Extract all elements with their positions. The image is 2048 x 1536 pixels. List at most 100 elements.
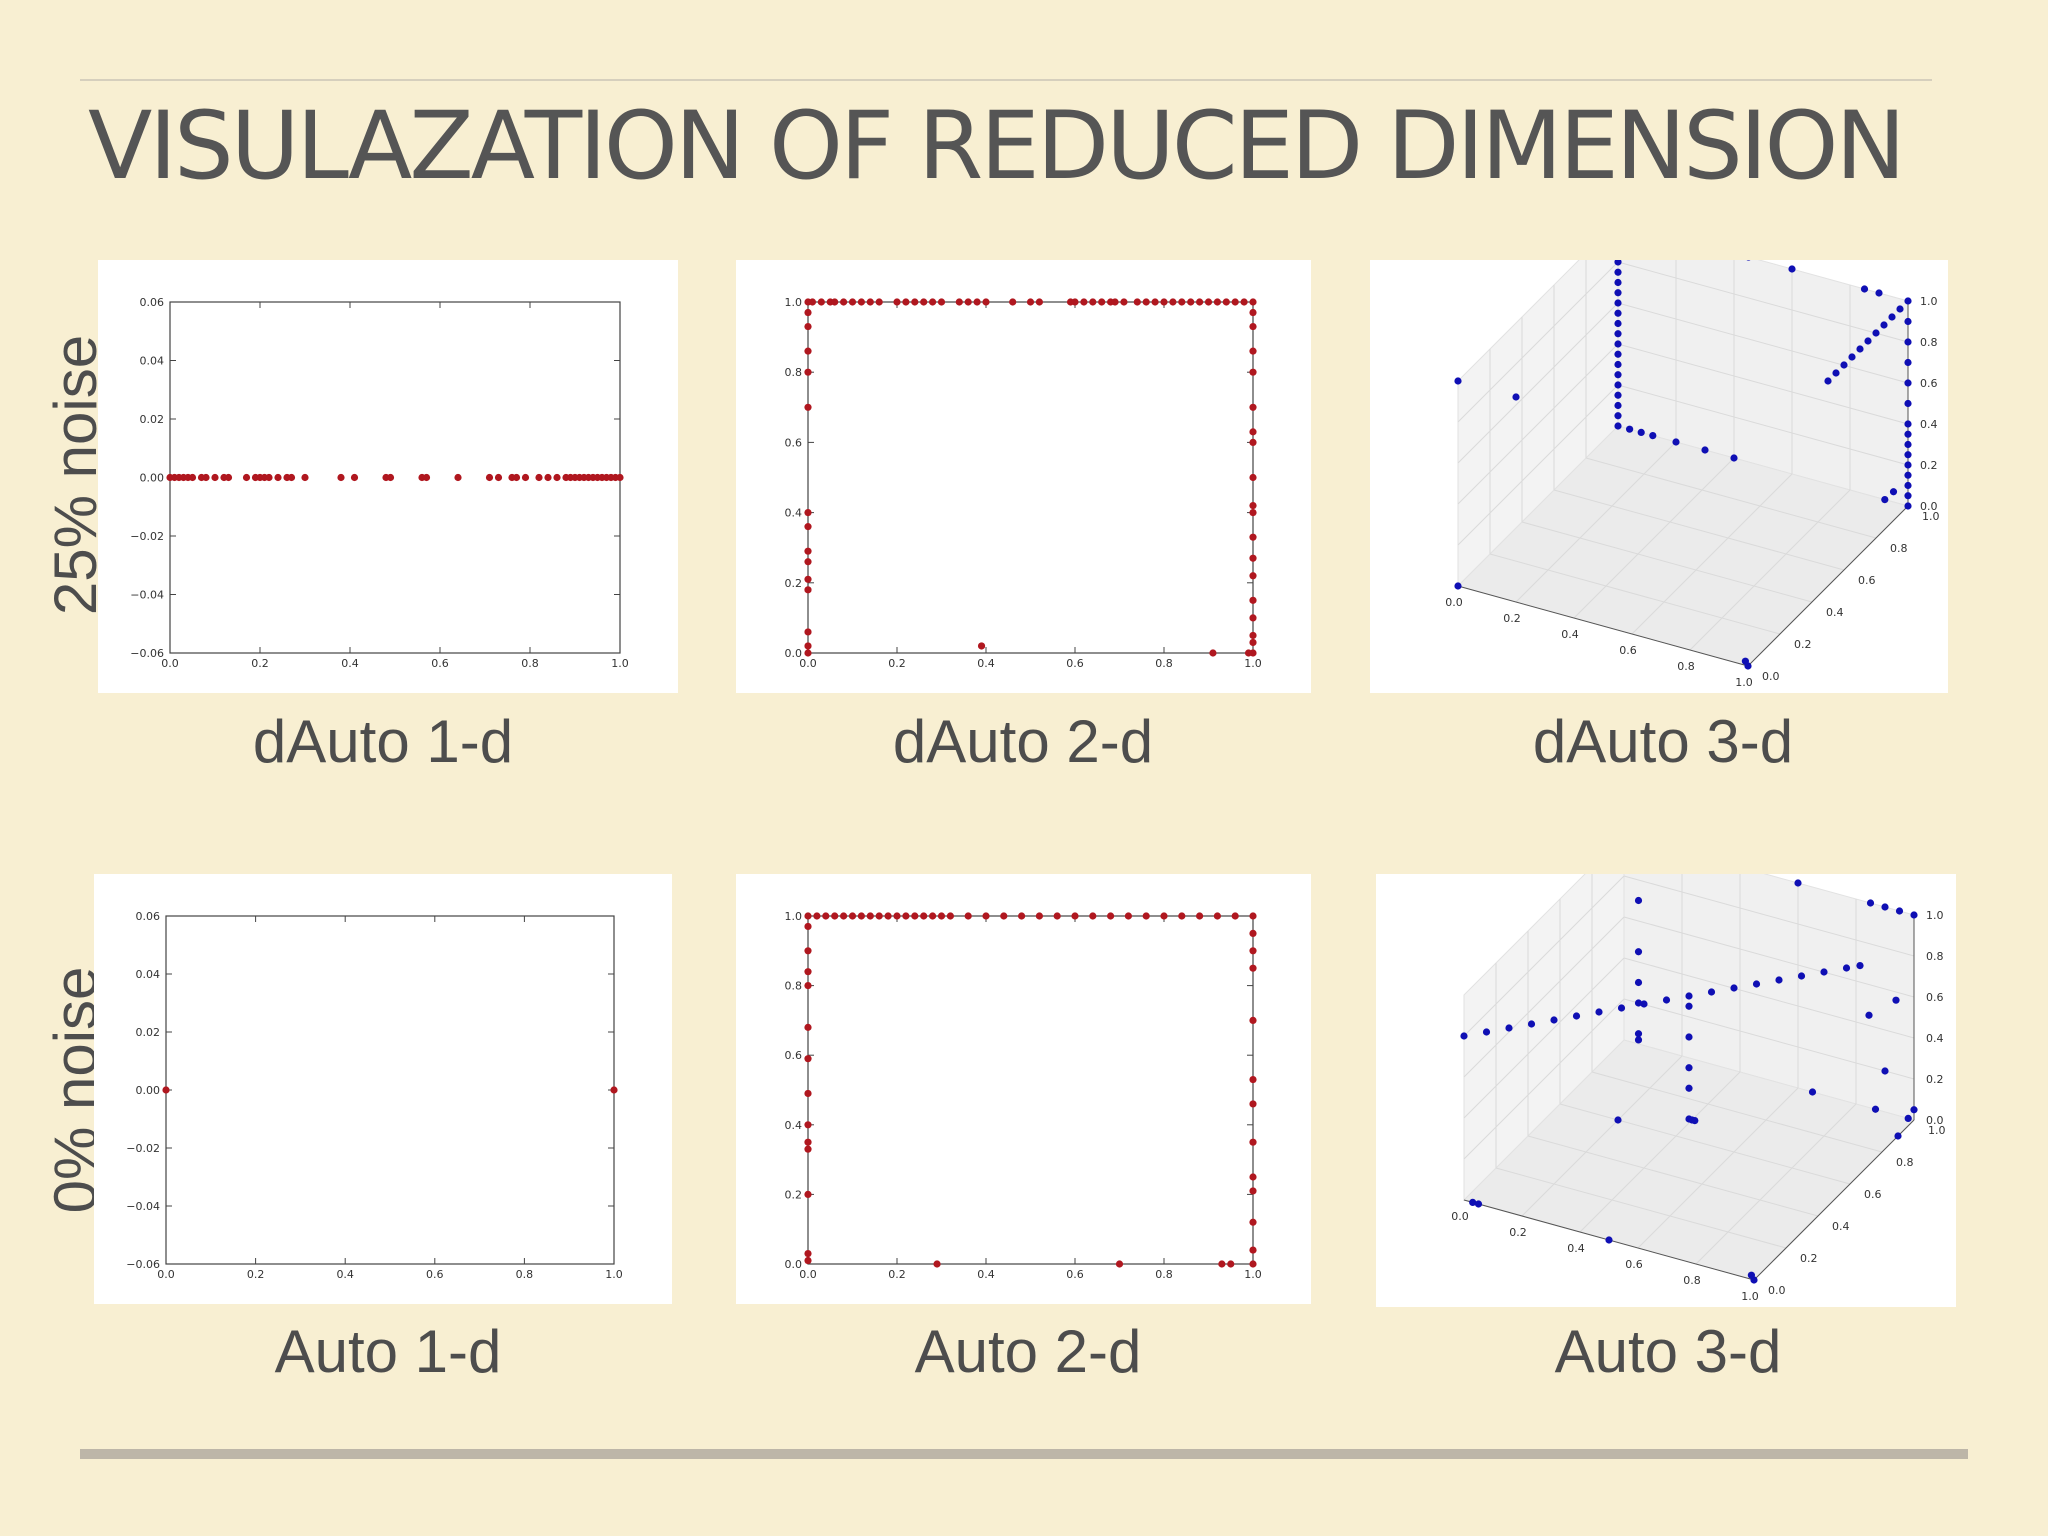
caption-auto-2d: Auto 2-d	[914, 1318, 1142, 1385]
data-point	[1904, 502, 1912, 510]
data-point	[1249, 572, 1257, 580]
data-point	[1894, 1132, 1902, 1140]
data-point	[521, 473, 530, 482]
data-point	[1881, 1067, 1889, 1075]
y-axis	[1753, 1119, 1915, 1281]
data-point	[804, 1256, 812, 1265]
data-point	[1178, 298, 1186, 306]
x-tick-label: 0.6	[1625, 1258, 1643, 1271]
data-point	[1614, 340, 1622, 348]
x-tick-label: 0.2	[888, 1268, 906, 1281]
data-point	[1454, 582, 1462, 590]
y-tick-label: 0.6	[785, 1049, 803, 1062]
data-point	[242, 473, 251, 482]
data-point	[616, 473, 624, 482]
top-rule	[80, 79, 1932, 81]
data-point	[866, 298, 874, 306]
data-point	[1249, 501, 1257, 510]
data-point	[1018, 912, 1026, 920]
x-tick-label: 1.0	[611, 657, 629, 670]
data-point	[1904, 471, 1912, 479]
z-tick-label: 1.0	[1920, 295, 1938, 308]
data-point	[964, 912, 972, 920]
y-tick-label: −0.02	[126, 1142, 160, 1155]
z-tick-label: 0.8	[1920, 336, 1938, 349]
y-tick-label: 0.00	[136, 1084, 161, 1097]
caption-auto-3d: Auto 3-d	[1554, 1318, 1782, 1385]
x-tick-label: 0.6	[1066, 1268, 1084, 1281]
data-point	[902, 298, 910, 306]
plot-frame	[165, 915, 615, 1265]
x-tick-label: 0.4	[977, 1268, 995, 1281]
data-point	[1904, 317, 1912, 326]
data-point	[804, 1023, 812, 1031]
data-point	[973, 298, 981, 306]
data-point	[1842, 964, 1851, 972]
data-point	[1685, 992, 1693, 1000]
data-point	[337, 473, 345, 482]
data-point	[1881, 903, 1889, 911]
data-point	[1889, 488, 1898, 496]
data-point	[1614, 391, 1622, 399]
data-point	[831, 298, 839, 306]
grid-line	[1617, 302, 1909, 384]
chart-auto-2d: 0.0 0.2 0.4 0.6 0.8 1.0 1.0 0.8 0.6 0.4 0.2 0.0	[736, 874, 1311, 1304]
data-point	[857, 298, 865, 306]
data-point	[893, 298, 901, 306]
data-point	[1187, 298, 1195, 306]
y-tick-label: 1.0	[1928, 1124, 1946, 1137]
data-point	[553, 473, 561, 482]
y-tick-label: 1.0	[1922, 510, 1940, 523]
grid-line	[1617, 343, 1909, 425]
data-point	[350, 473, 359, 482]
data-point	[804, 322, 812, 331]
grid-line	[1527, 1135, 1819, 1217]
data-point	[804, 1190, 812, 1198]
y-tick-label: 0.0	[785, 1258, 803, 1271]
data-point	[1482, 1028, 1491, 1036]
data-point	[1249, 1173, 1257, 1181]
grid-line	[1573, 457, 1735, 619]
data-point	[1120, 298, 1128, 306]
data-point	[544, 473, 552, 482]
data-point	[964, 298, 972, 306]
y-tick-label: 0.6	[1858, 574, 1876, 587]
data-point	[1249, 368, 1257, 376]
z-tick-label: 0.8	[1926, 950, 1944, 963]
data-point	[1617, 1004, 1626, 1012]
data-point	[1249, 509, 1257, 517]
data-point	[1904, 440, 1912, 449]
data-point	[804, 509, 812, 517]
data-point	[1249, 308, 1257, 317]
data-point	[946, 912, 954, 920]
chart-dauto-2d: 0.0 0.2 0.4 0.6 0.8 1.0 1.0 0.8 0.6 0.4 0.2 0.0	[736, 260, 1311, 693]
data-point	[1160, 912, 1168, 920]
data-point	[1204, 298, 1213, 306]
data-point	[1880, 321, 1888, 329]
data-point	[485, 473, 494, 482]
data-point	[1649, 432, 1657, 440]
data-point	[1249, 1218, 1257, 1226]
data-point	[804, 523, 812, 531]
data-point	[1249, 964, 1257, 972]
data-point	[911, 912, 919, 920]
data-point	[929, 298, 937, 306]
data-point	[804, 586, 812, 594]
data-point	[1178, 912, 1186, 920]
data-point	[804, 1121, 812, 1129]
x-tick-label: 0.2	[1509, 1226, 1527, 1239]
x-tick-label: 1.0	[1244, 1268, 1262, 1281]
data-point	[1196, 912, 1204, 920]
data-point	[1089, 298, 1097, 306]
data-point	[866, 912, 874, 920]
data-point	[1527, 1020, 1536, 1028]
data-point	[1111, 298, 1119, 306]
data-point	[1848, 353, 1856, 361]
x-tick-label: 0.2	[247, 1268, 265, 1281]
y-tick-label: 0.4	[1826, 606, 1844, 619]
caption-auto-1d: Auto 1-d	[274, 1318, 502, 1385]
data-point	[1614, 309, 1622, 317]
data-point	[1747, 1271, 1755, 1279]
data-point	[1000, 912, 1008, 920]
data-point	[1227, 1260, 1235, 1268]
